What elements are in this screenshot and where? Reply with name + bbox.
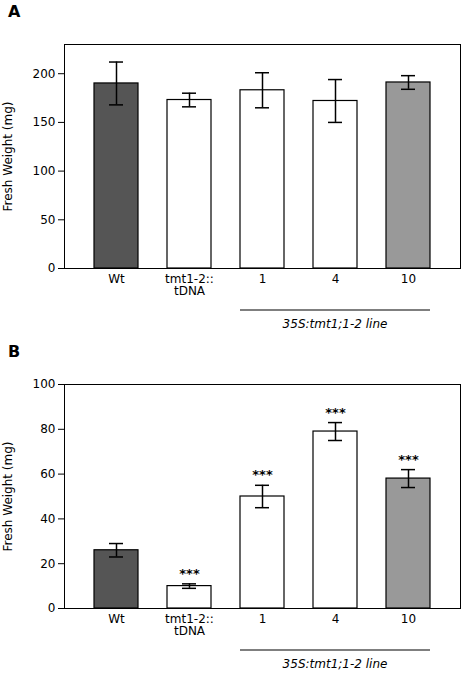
svg-text:60: 60 [40,467,55,481]
svg-text:***: *** [325,405,346,420]
svg-text:***: *** [252,467,273,482]
svg-text:1: 1 [259,272,267,286]
svg-text:100: 100 [33,377,56,391]
svg-text:0: 0 [48,601,56,615]
svg-text:150: 150 [33,115,56,129]
html-text:A: A [8,2,21,21]
svg-text:4: 4 [332,272,340,286]
svg-text:100: 100 [33,164,56,178]
svg-text:***: *** [179,566,200,581]
html-text:B: B [8,342,21,361]
svg-text:tmt1-2::tDNA: tmt1-2::tDNA [165,272,214,298]
svg-text:tmt1-2::tDNA: tmt1-2::tDNA [165,612,214,638]
svg-text:***: *** [398,452,419,467]
svg-text:Wt: Wt [108,612,125,626]
svg-text:Fresh Weight (mg): Fresh Weight (mg) [1,101,15,211]
svg-text:35S:tmt1;1-2 line: 35S:tmt1;1-2 line [283,657,388,671]
svg-text:4: 4 [332,612,340,626]
svg-text:0: 0 [48,261,56,275]
svg-text:Wt: Wt [108,272,125,286]
svg-text:20: 20 [40,557,55,571]
svg-text:1: 1 [259,612,267,626]
svg-text:Fresh Weight (mg): Fresh Weight (mg) [1,441,15,551]
svg-text:200: 200 [33,67,56,81]
svg-text:10: 10 [401,272,416,286]
svg-text:40: 40 [40,512,55,526]
svg-text:10: 10 [401,612,416,626]
svg-text:50: 50 [40,213,55,227]
svg-text:80: 80 [40,422,55,436]
svg-text:35S:tmt1;1-2 line: 35S:tmt1;1-2 line [283,317,388,331]
